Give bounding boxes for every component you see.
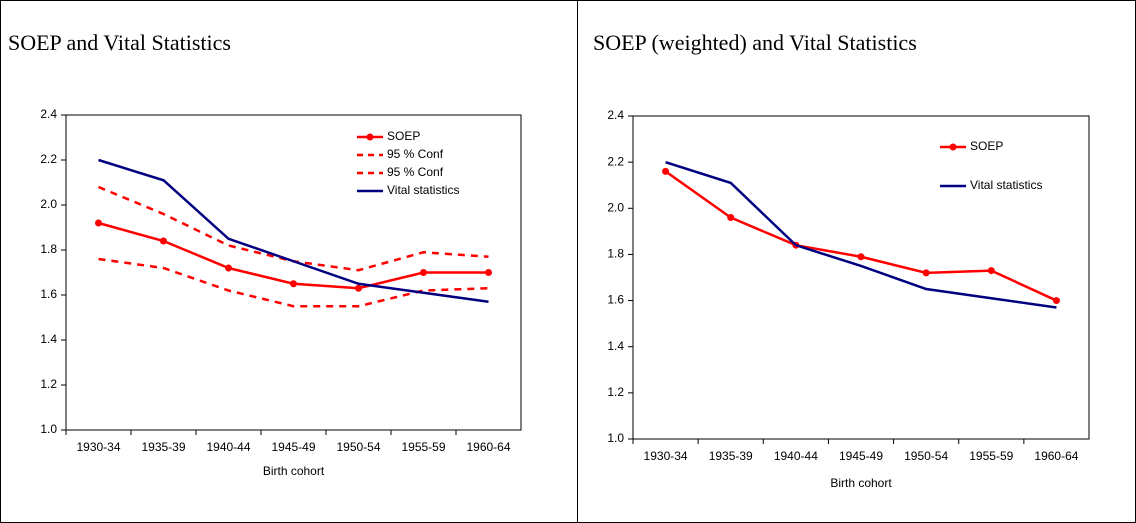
y-tick-label: 2.4 [40,107,57,121]
x-tick-label: 1960-64 [1034,449,1078,463]
legend-label: Vital statistics [387,183,459,197]
point [160,237,167,245]
x-tick-label: 1960-64 [466,440,510,454]
series-line [665,160,1057,309]
x-tick-label: 1940-44 [206,440,250,454]
y-tick-label: 1.6 [607,293,624,307]
x-tick-label: 1950-54 [904,449,948,463]
point [95,219,102,227]
x-axis-title: Birth cohort [830,476,892,490]
x-tick-label: 1935-39 [141,440,185,454]
x-tick-label: 1955-59 [969,449,1013,463]
legend-label: SOEP [970,139,1003,153]
x-tick-label: 1945-49 [271,440,315,454]
x-tick-label: 1950-54 [336,440,380,454]
y-tick-label: 1.2 [40,377,57,391]
chart-title: SOEP (weighted) and Vital Statistics [593,30,917,55]
x-tick-label: 1945-49 [839,449,883,463]
point [355,284,362,292]
point [987,267,995,275]
point [922,269,930,277]
point [727,214,735,222]
legend-marker [949,143,957,151]
series-line [98,257,489,308]
y-tick-label: 1.4 [607,339,624,353]
x-tick-label: 1935-39 [709,449,753,463]
point [1052,297,1060,305]
x-tick-label: 1955-59 [401,440,445,454]
point [290,280,297,288]
x-tick-label: 1930-34 [76,440,120,454]
series-line [98,221,489,290]
y-tick-label: 2.0 [40,197,57,211]
y-tick-label: 2.0 [607,200,624,214]
x-tick-label: 1940-44 [774,449,818,463]
series-line [98,158,489,303]
x-axis-title: Birth cohort [263,464,325,478]
legend-label: 95 % Conf [387,165,444,179]
y-tick-label: 1.4 [40,332,57,346]
legend-label: 95 % Conf [387,147,444,161]
y-tick-label: 1.8 [40,242,57,256]
y-tick-label: 1.0 [607,431,624,445]
chart-title: SOEP and Vital Statistics [8,30,231,55]
y-tick-label: 1.2 [607,385,624,399]
y-tick-label: 2.4 [607,108,624,122]
legend-label: Vital statistics [970,178,1042,192]
y-tick-label: 1.8 [607,247,624,261]
point [225,264,232,272]
x-tick-label: 1930-34 [644,449,688,463]
legend-label: SOEP [387,129,420,143]
point [662,167,670,175]
point [420,269,427,276]
y-tick-label: 1.6 [40,287,57,301]
series-line [98,185,489,272]
point [857,253,865,261]
y-tick-label: 1.0 [40,422,57,436]
y-tick-label: 2.2 [607,154,624,168]
legend-marker [366,133,374,141]
point [485,269,492,276]
plot-area [65,114,522,431]
y-tick-label: 2.2 [40,152,57,166]
plot-area [632,115,1090,440]
